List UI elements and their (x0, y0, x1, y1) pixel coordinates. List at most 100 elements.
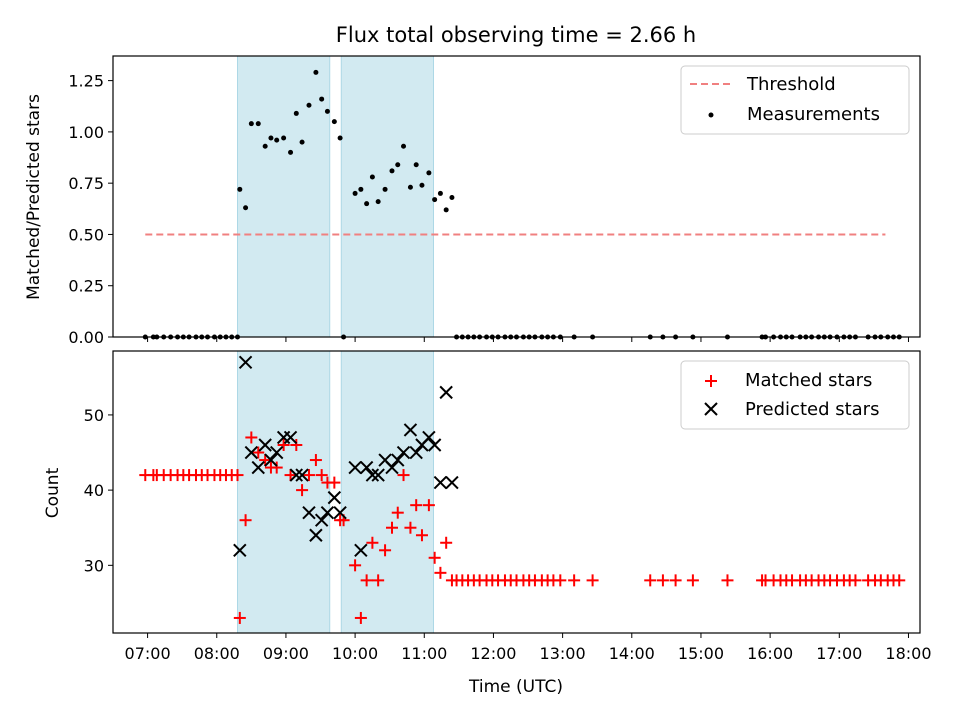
predicted-point (433, 475, 448, 490)
matched-point (686, 574, 699, 587)
matched-point (568, 574, 581, 587)
measurement-point (268, 135, 274, 141)
bottom-axes-frame (112, 350, 921, 634)
matched-point (239, 514, 252, 527)
x-axis-label: Time (UTC) (468, 677, 563, 697)
predicted-point (422, 430, 436, 445)
predicted-point (302, 505, 316, 520)
matched-point (372, 574, 385, 587)
matched-legend-label: Matched stars (745, 370, 872, 391)
x-tick-label-2: 09:00 (263, 644, 309, 663)
x-tick-label-5: 12:00 (470, 644, 516, 663)
top-y-axis-label: Matched/Predicted stars (24, 94, 44, 300)
measurement-point (324, 108, 330, 114)
predicted-point (385, 460, 399, 475)
matched-point (366, 536, 379, 549)
matched-point (849, 574, 862, 587)
measurement-point (389, 168, 395, 174)
measurement-point (358, 186, 364, 192)
measurement-point (299, 139, 305, 145)
measurement-point (401, 143, 407, 149)
matched-point (309, 454, 322, 467)
measurement-point (426, 170, 432, 176)
matched-point (302, 469, 315, 482)
matched-point (586, 574, 599, 587)
predicted-point (295, 468, 309, 482)
matched-point (428, 551, 441, 564)
predicted-point (314, 513, 329, 527)
matched-point (270, 461, 283, 474)
matched-point (656, 574, 669, 587)
matched-point (296, 484, 309, 497)
top-y-tick-label-2: 0.50 (68, 225, 104, 244)
measurement-point (337, 135, 343, 141)
top-y-tick-label-5: 1.25 (68, 72, 104, 91)
measurement-point (331, 119, 337, 125)
matched-point (434, 566, 447, 579)
matched-point (397, 469, 410, 482)
measurement-point (413, 162, 419, 168)
predicted-point (244, 445, 259, 460)
top-y-tick-label-0: 0.00 (68, 328, 104, 347)
matched-legend-swatch (705, 375, 717, 387)
measurement-point (364, 201, 370, 207)
measurements-legend-swatch (708, 112, 714, 118)
predicted-point (391, 453, 405, 467)
x-tick-label-4: 11:00 (401, 644, 447, 663)
matched-point (277, 439, 290, 451)
matched-point (669, 574, 682, 587)
threshold-legend-label: Threshold (746, 74, 836, 95)
predicted-point (333, 505, 347, 520)
x-tick-label-9: 16:00 (747, 644, 793, 663)
measurement-point (375, 199, 381, 205)
predicted-point (233, 543, 247, 557)
predicted-point (348, 460, 362, 475)
top-legend-frame (680, 65, 910, 135)
predicted-point (439, 385, 453, 400)
predicted-point (289, 468, 304, 482)
predicted-legend-label: Predicted stars (745, 399, 879, 420)
top-y-tick-label-4: 1.00 (68, 123, 104, 142)
x-tick-label-7: 14:00 (609, 644, 655, 663)
bottom-y-axis-label: Count (43, 467, 63, 518)
measurement-point (255, 121, 261, 127)
bottom-y-tick-label-2: 50 (84, 406, 104, 425)
x-tick-label-8: 15:00 (678, 644, 724, 663)
matched-point (284, 469, 297, 482)
matched-point (290, 439, 303, 451)
measurement-point (274, 137, 280, 143)
bottom-y-tick-label-1: 40 (84, 481, 104, 500)
matched-point (721, 574, 734, 587)
matched-point (440, 536, 453, 549)
top-shaded-interval-1 (340, 55, 434, 338)
matched-point (245, 431, 258, 444)
matched-point (404, 521, 417, 534)
predicted-point (354, 543, 368, 557)
matched-point (233, 611, 246, 624)
measurement-point (407, 184, 413, 190)
top-y-tick-label-1: 0.25 (68, 277, 104, 296)
x-tick-label-11: 18:00 (885, 644, 931, 663)
matched-point (385, 521, 398, 534)
predicted-point (258, 438, 272, 452)
matched-point (315, 469, 328, 482)
matched-point (354, 611, 367, 624)
measurement-point (319, 96, 325, 102)
predicted-point (283, 430, 298, 445)
measurement-point (419, 182, 425, 188)
bottom-shaded-interval-0 (237, 350, 331, 634)
predicted-point (403, 423, 418, 437)
predicted-point (264, 453, 278, 467)
measurement-point (288, 149, 294, 155)
matched-point (391, 506, 404, 519)
measurement-point (306, 102, 312, 108)
matched-point (893, 574, 906, 587)
matched-point (231, 469, 244, 482)
matched-point (252, 446, 265, 459)
predicted-point (320, 505, 335, 520)
matched-point (422, 499, 435, 512)
matched-point (259, 454, 272, 467)
predicted-point (269, 445, 284, 460)
top-axes-frame (112, 55, 921, 338)
